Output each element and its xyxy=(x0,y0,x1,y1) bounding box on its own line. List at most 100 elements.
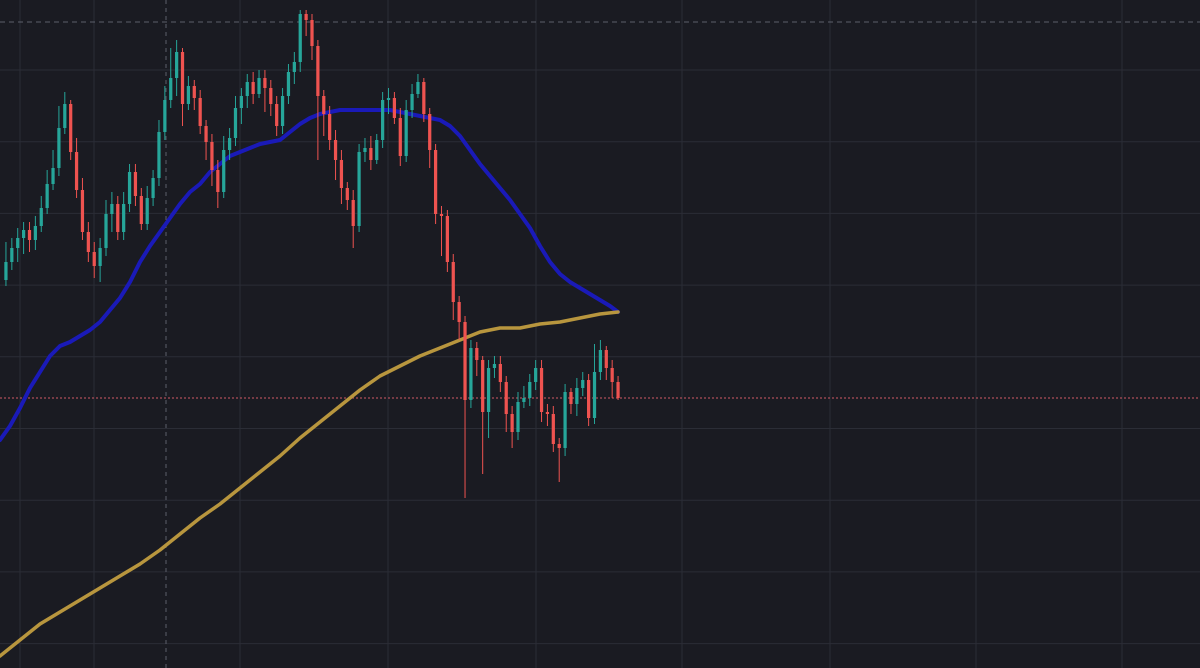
candle xyxy=(581,372,585,396)
candle-body xyxy=(345,188,349,200)
candle xyxy=(39,196,43,232)
candle-body xyxy=(369,148,373,160)
candle-body xyxy=(551,414,555,444)
candle-body xyxy=(575,388,579,404)
candle xyxy=(245,74,249,108)
candle-body xyxy=(204,126,208,142)
candle xyxy=(587,374,591,426)
candle-body xyxy=(233,108,238,138)
candle-body xyxy=(569,392,573,404)
candle xyxy=(604,346,608,380)
candle-body xyxy=(351,200,355,226)
candle-body xyxy=(186,86,191,104)
candle xyxy=(316,40,320,160)
candle xyxy=(322,90,326,136)
candle xyxy=(598,340,603,380)
candle-body xyxy=(133,172,138,196)
candle-body xyxy=(169,78,173,100)
candle xyxy=(569,388,573,414)
candle xyxy=(51,150,55,190)
candle-body xyxy=(339,160,344,188)
candle xyxy=(233,96,238,146)
candle-body xyxy=(316,46,320,96)
candle-body xyxy=(592,372,597,418)
candle xyxy=(186,76,191,110)
candle-body xyxy=(481,360,485,412)
candle xyxy=(369,136,373,170)
candle-body xyxy=(4,262,8,280)
candle-body xyxy=(322,96,326,114)
candle xyxy=(422,78,426,122)
candle-body xyxy=(598,350,603,372)
candle xyxy=(239,88,243,124)
candle xyxy=(298,10,302,72)
candle-body xyxy=(39,208,43,226)
candle-body xyxy=(227,138,232,150)
candle xyxy=(122,192,126,240)
candle-body xyxy=(139,196,143,224)
candle xyxy=(475,342,479,376)
candle-body xyxy=(433,150,438,214)
candle xyxy=(375,134,379,164)
candle xyxy=(10,238,14,270)
candle-body xyxy=(463,322,467,400)
candle-body xyxy=(163,100,167,132)
candle xyxy=(539,360,544,422)
candle-body xyxy=(375,140,379,160)
candle xyxy=(345,182,349,210)
candle-body xyxy=(451,262,455,302)
candle-body xyxy=(528,382,532,398)
candle-body xyxy=(310,20,314,46)
candle xyxy=(139,188,143,230)
candle xyxy=(169,48,173,108)
candle xyxy=(469,340,473,408)
candle xyxy=(110,192,114,232)
candle xyxy=(98,238,102,282)
candle-body xyxy=(10,248,14,262)
candle xyxy=(404,100,408,162)
candle xyxy=(263,70,267,112)
candle-body xyxy=(522,398,526,402)
candle xyxy=(328,106,332,150)
candle-body xyxy=(145,198,149,224)
candle-body xyxy=(504,382,508,414)
candle-body xyxy=(257,78,261,94)
candle-body xyxy=(216,170,220,192)
candle xyxy=(257,70,261,98)
candle xyxy=(280,88,285,134)
candle-body xyxy=(80,190,85,232)
candle xyxy=(610,360,614,398)
candle-body xyxy=(45,184,49,208)
candle xyxy=(439,206,444,256)
candle xyxy=(116,196,120,240)
candle-body xyxy=(363,148,367,152)
candle xyxy=(492,356,497,378)
candle xyxy=(575,378,579,416)
candle xyxy=(510,406,514,448)
candle-body xyxy=(122,204,126,232)
candle-body xyxy=(210,142,214,170)
candle-body xyxy=(127,172,132,204)
candle-body xyxy=(222,150,226,192)
candle-body xyxy=(192,86,196,98)
candle-body xyxy=(428,114,432,150)
candle-body xyxy=(175,52,179,78)
candle xyxy=(151,170,155,206)
candle-body xyxy=(116,204,120,232)
candle xyxy=(433,144,438,224)
candle xyxy=(86,222,90,262)
moving-averages xyxy=(0,108,620,658)
candle-body xyxy=(157,132,161,178)
candle xyxy=(27,222,32,252)
candle xyxy=(251,72,255,104)
candle xyxy=(304,10,308,36)
candle xyxy=(386,88,391,114)
candle-body xyxy=(180,52,185,104)
candle-body xyxy=(151,178,155,198)
candle xyxy=(69,100,73,160)
candle-body xyxy=(333,140,338,160)
slow-moving-average-line xyxy=(0,310,620,658)
